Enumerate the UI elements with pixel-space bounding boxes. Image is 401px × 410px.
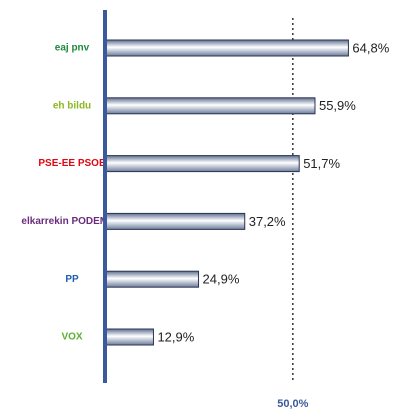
category-logo: VOX: [61, 332, 82, 343]
value-label: 24,9%: [203, 272, 240, 287]
category-logo: eaj pnv: [55, 43, 90, 54]
value-label: 51,7%: [303, 156, 340, 171]
value-label: 64,8%: [352, 40, 389, 55]
value-label: 55,9%: [319, 98, 356, 113]
category-logo: PSE-EE PSOE: [38, 158, 106, 169]
category-logo: elkarrekin PODEMOS: [21, 216, 122, 227]
bar: [104, 212, 246, 230]
bar: [104, 270, 200, 288]
value-label: 12,9%: [157, 329, 194, 344]
bar: [104, 155, 300, 173]
bar: [104, 97, 316, 115]
value-label: 37,2%: [249, 214, 286, 229]
bar: [104, 328, 154, 346]
category-logo: eh bildu: [53, 100, 91, 111]
category-logo: PP: [65, 274, 79, 285]
bar: [104, 39, 349, 57]
reference-label: 50,0%: [277, 398, 308, 410]
